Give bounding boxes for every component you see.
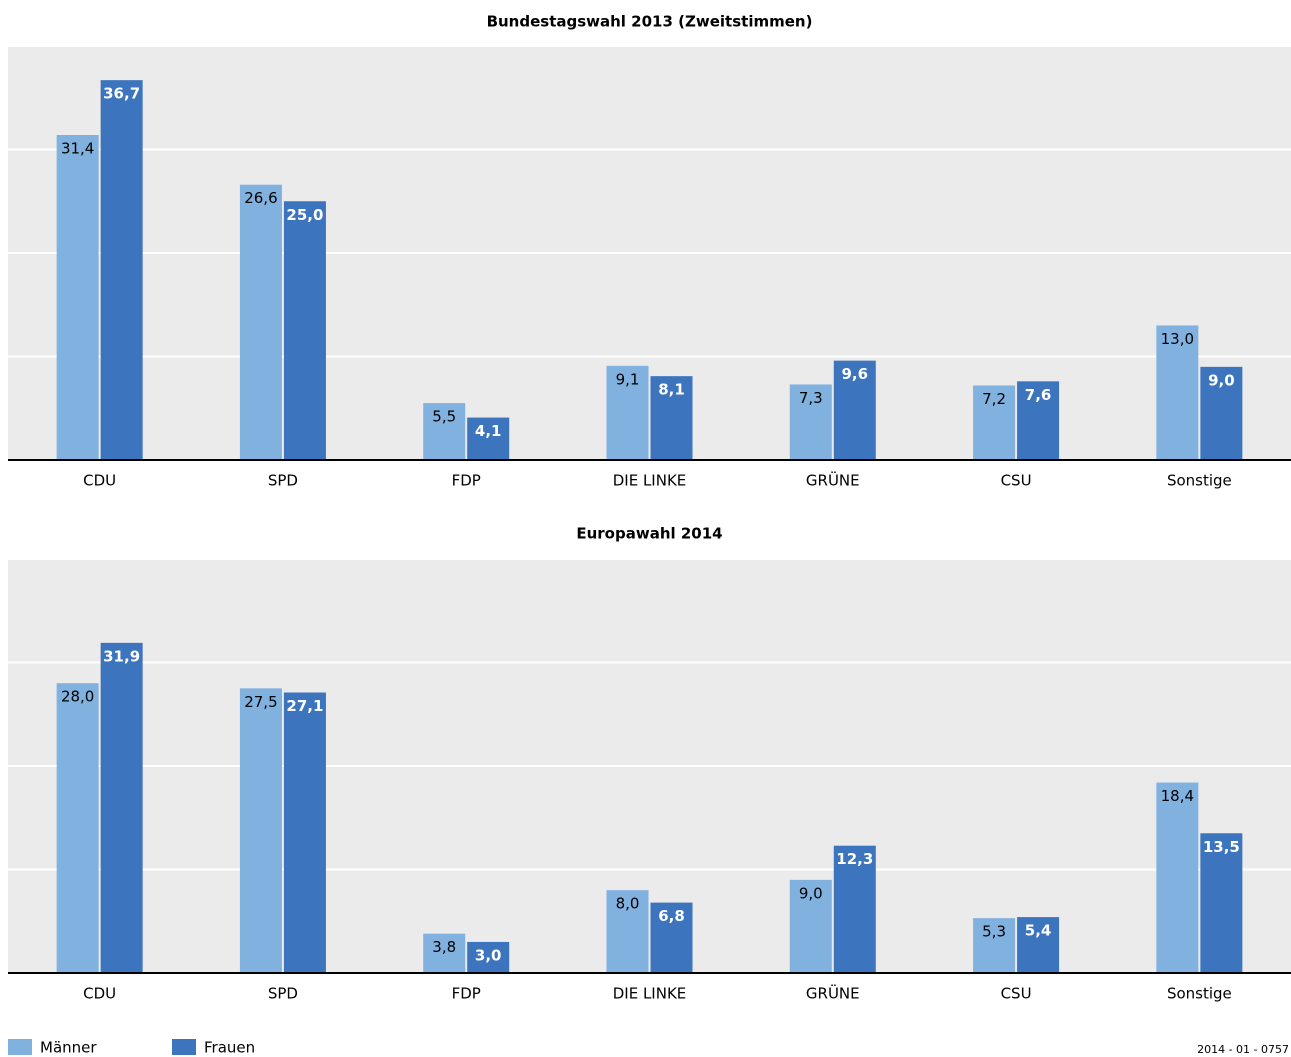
bar <box>1017 381 1060 460</box>
bar <box>283 201 326 460</box>
value-label: 36,7 <box>103 85 140 103</box>
x-tick-label: CSU <box>1001 985 1032 1003</box>
value-label: 9,1 <box>616 370 640 388</box>
x-tick-label: SPD <box>268 472 298 490</box>
value-label: 7,3 <box>799 389 823 407</box>
x-tick-label: CDU <box>83 985 116 1003</box>
bar <box>833 360 876 460</box>
value-label: 27,5 <box>244 693 277 711</box>
bar <box>789 384 832 460</box>
value-label: 3,8 <box>432 938 456 956</box>
x-tick-label: GRÜNE <box>806 471 860 490</box>
x-tick-label: FDP <box>452 472 481 490</box>
value-label: 9,0 <box>1208 371 1235 389</box>
legend-label: Frauen <box>204 1039 255 1057</box>
bar <box>100 642 143 973</box>
bar <box>1156 782 1199 973</box>
value-label: 5,5 <box>432 408 456 426</box>
bar <box>1017 917 1060 973</box>
bar <box>789 879 832 973</box>
value-label: 6,8 <box>658 907 685 925</box>
bar <box>606 365 649 460</box>
value-label: 13,5 <box>1203 838 1240 856</box>
value-label: 27,1 <box>286 697 323 715</box>
value-label: 8,1 <box>658 381 685 399</box>
value-label: 31,9 <box>103 647 140 665</box>
value-label: 31,4 <box>61 140 94 158</box>
x-tick-label: FDP <box>452 985 481 1003</box>
bar <box>1156 325 1199 460</box>
legend-label: Männer <box>40 1039 97 1057</box>
bar <box>423 403 466 460</box>
bar <box>423 933 466 973</box>
x-tick-label: CSU <box>1001 472 1032 490</box>
x-tick-label: DIE LINKE <box>613 985 687 1003</box>
bar <box>56 135 99 460</box>
bar <box>973 918 1016 973</box>
value-label: 5,4 <box>1025 922 1052 940</box>
value-label: 13,0 <box>1161 330 1194 348</box>
bar <box>56 683 99 973</box>
x-tick-label: Sonstige <box>1167 985 1232 1003</box>
value-label: 4,1 <box>475 422 502 440</box>
value-label: 9,6 <box>841 365 868 383</box>
bar <box>650 902 693 973</box>
x-tick-label: SPD <box>268 985 298 1003</box>
bar <box>239 688 282 973</box>
footer: 2014 - 01 - 0757 <box>1197 1043 1289 1056</box>
bar <box>467 417 510 460</box>
bar <box>100 80 143 460</box>
value-label: 25,0 <box>286 206 323 224</box>
value-label: 3,0 <box>475 946 502 964</box>
value-label: 7,6 <box>1025 386 1052 404</box>
bar <box>1200 366 1243 460</box>
x-tick-label: CDU <box>83 472 116 490</box>
chart-title: Europawahl 2014 <box>576 525 722 543</box>
value-label: 18,4 <box>1161 787 1194 805</box>
bar <box>650 376 693 460</box>
value-label: 5,3 <box>982 923 1006 941</box>
bar <box>283 692 326 973</box>
bar <box>973 385 1016 460</box>
x-tick-label: Sonstige <box>1167 472 1232 490</box>
bar <box>239 184 282 460</box>
value-label: 7,2 <box>982 390 1006 408</box>
bar <box>606 890 649 973</box>
value-label: 12,3 <box>836 850 873 868</box>
legend-swatch <box>8 1039 32 1055</box>
bar <box>467 941 510 973</box>
x-tick-label: GRÜNE <box>806 984 860 1003</box>
value-label: 26,6 <box>244 189 277 207</box>
legend-swatch <box>172 1039 196 1055</box>
x-tick-label: DIE LINKE <box>613 472 687 490</box>
value-label: 8,0 <box>616 895 640 913</box>
chart-title: Bundestagswahl 2013 (Zweitstimmen) <box>487 13 813 31</box>
bar <box>1200 833 1243 973</box>
value-label: 9,0 <box>799 884 823 902</box>
bar <box>833 845 876 973</box>
value-label: 28,0 <box>61 688 94 706</box>
